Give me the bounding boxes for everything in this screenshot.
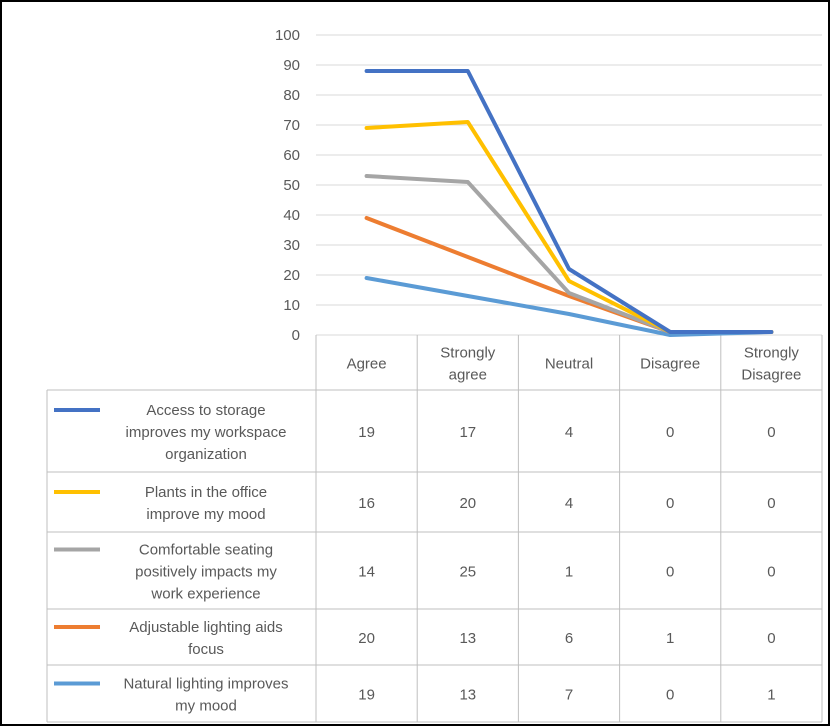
series-label: Access to storage [146,402,265,419]
table-cell-value: 13 [459,630,476,647]
table-cell-value: 19 [358,424,375,441]
y-tick-label: 70 [283,117,300,134]
category-label: Strongly [744,345,800,362]
table-cell-value: 0 [666,687,674,704]
table-cell-value: 1 [666,630,674,647]
table-cell-value: 17 [459,424,476,441]
category-label: agree [449,367,487,384]
series-label: improves my workspace [126,424,287,441]
table-cell-value: 16 [358,495,375,512]
series-label: Plants in the office [145,484,267,501]
y-tick-label: 100 [275,27,300,44]
category-label: Neutral [545,356,593,373]
data-table: Agree Strongly agree Neutral Disagree Strongl… [46,335,823,723]
series-line [364,174,774,334]
table-cell-value: 0 [666,495,674,512]
category-label: Disagree [741,367,801,384]
table-cell-value: 19 [358,687,375,704]
table-cell-value: 1 [565,564,573,581]
gridlines [316,34,822,336]
table-cell-value: 14 [358,564,375,581]
table-cell-value: 0 [666,424,674,441]
series-label: improve my mood [146,506,265,523]
series-line [364,69,774,334]
table-cell-value: 7 [565,687,573,704]
series-lines [364,69,774,337]
table-cell-value: 0 [767,495,775,512]
y-tick-label: 90 [283,57,300,74]
table-cell-value: 1 [767,687,775,704]
series-line [364,120,774,334]
table-cell-value: 20 [459,495,476,512]
y-tick-label: 30 [283,237,300,254]
series-label: Adjustable lighting aids [129,619,282,636]
table-cell-value: 0 [767,424,775,441]
y-tick-label: 10 [283,297,300,314]
series-label: organization [165,446,247,463]
table-cell-value: 0 [767,630,775,647]
y-tick-label: 50 [283,177,300,194]
category-label: Agree [347,356,387,373]
y-tick-label: 80 [283,87,300,104]
y-tick-label: 0 [292,327,300,344]
y-tick-label: 20 [283,267,300,284]
table-cell-value: 4 [565,495,573,512]
y-axis-ticks: 0 10 20 30 40 50 60 70 80 90 100 [275,27,300,344]
y-tick-label: 60 [283,147,300,164]
series-line [364,276,774,337]
series-label: positively impacts my [135,564,277,581]
table-cell-value: 0 [767,564,775,581]
table-cell-value: 0 [666,564,674,581]
category-label: Strongly [440,345,496,362]
table-cell-value: 4 [565,424,573,441]
series-label: focus [188,641,224,658]
table-cell-value: 20 [358,630,375,647]
table-cell-value: 25 [459,564,476,581]
table-cell-value: 13 [459,687,476,704]
series-label: my mood [175,698,237,715]
y-tick-label: 40 [283,207,300,224]
series-label: work experience [150,586,260,603]
series-label: Comfortable seating [139,542,273,559]
table-cell-value: 6 [565,630,573,647]
category-label: Disagree [640,356,700,373]
series-label: Natural lighting improves [123,676,288,693]
